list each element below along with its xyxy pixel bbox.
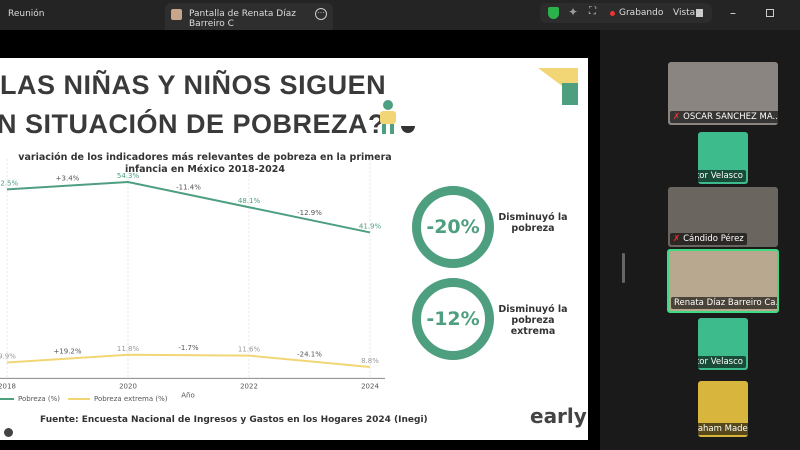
stat-poverty-value: -20% <box>426 216 480 238</box>
source-note: Fuente: Encuesta Nacional de Ingresos y … <box>40 415 428 425</box>
data-label: 48.1% <box>238 197 261 205</box>
more-options-icon[interactable]: ··· <box>315 8 327 20</box>
minimize-button[interactable]: – <box>730 6 736 20</box>
meeting-topbar: Reunión Pantalla de Renata Díaz Barreiro… <box>0 0 800 30</box>
data-label: 11.8% <box>117 345 140 353</box>
stat-extreme-label: Disminuyó la pobreza extrema <box>498 304 568 337</box>
participant-tile-active-speaker[interactable]: Renata Díaz Barreiro Ca... <box>667 249 779 313</box>
meeting-title: Reunión <box>8 9 45 19</box>
series-line-0 <box>6 180 371 234</box>
x-axis-label: Año <box>181 391 195 399</box>
data-label: 9.9% <box>0 353 16 361</box>
data-label: 11.6% <box>238 346 261 354</box>
mic-muted-icon: ✗ <box>673 112 681 122</box>
slide-title-line2: N SITUACIÓN DE POBREZA? <box>0 109 386 139</box>
sparkle-icon[interactable]: ✦ <box>568 5 579 19</box>
restore-button[interactable] <box>766 9 774 17</box>
stat-poverty-label: Disminuyó la pobreza <box>498 212 568 234</box>
chart-title: variación de los indicadores más relevan… <box>18 152 392 175</box>
data-label: 8.8% <box>361 357 379 365</box>
change-label: +19.2% <box>53 348 81 356</box>
presenter-avatar <box>171 9 182 20</box>
change-label: -11.4% <box>176 184 201 192</box>
stat-ring-poverty: -20% <box>412 186 494 268</box>
change-label: +3.4% <box>56 175 80 183</box>
x-tick-label: 2020 <box>119 382 137 390</box>
stat-extreme-value: -12% <box>426 308 480 330</box>
earlyi-logo: earlyi <box>530 404 588 428</box>
share-title: Pantalla de Renata Díaz Barreiro C <box>189 9 296 29</box>
next-slide-icon[interactable] <box>4 428 13 437</box>
view-button[interactable]: Vista <box>673 8 696 18</box>
legend-pobreza-extrema: Pobreza extrema (%) <box>68 395 167 403</box>
x-tick-label: 2022 <box>240 382 258 390</box>
presentation-slide: LAS NIÑAS Y NIÑOS SIGUEN N SITUACIÓN DE … <box>0 58 588 440</box>
panel-resize-handle[interactable] <box>622 253 625 283</box>
screen-share-tab[interactable]: Pantalla de Renata Díaz Barreiro C ··· <box>165 3 333 30</box>
data-label: 41.9% <box>359 222 382 230</box>
shield-check-icon[interactable] <box>548 7 559 19</box>
focus-icon[interactable]: ⛶ <box>589 6 596 17</box>
legend-pobreza: Pobreza (%) <box>0 395 60 403</box>
data-label: 52.5% <box>0 179 18 187</box>
corner-logo-mark-green <box>562 83 578 105</box>
change-label: -12.9% <box>297 209 322 217</box>
participant-tile[interactable]: ✗Víctor Velasco <box>698 132 748 184</box>
poverty-line-chart: 2018 2020 2022 2024 Año 52.5% 54.3% 48.1% 41.9% +… <box>0 158 385 399</box>
view-layout-icon[interactable] <box>696 9 703 17</box>
bowl-icon <box>401 126 415 133</box>
participant-tile[interactable]: ✗Víctor Velasco <box>698 318 748 370</box>
x-tick-label: 2024 <box>361 382 379 390</box>
mic-muted-icon: ✗ <box>673 234 681 244</box>
change-label: -1.7% <box>178 344 199 352</box>
series-line-1 <box>6 353 371 368</box>
child-icon <box>378 100 400 134</box>
status-pill: ✦ ⛶ Grabando Vista <box>540 3 712 23</box>
participant-tile[interactable]: ✗ OSCAR SANCHEZ MA... <box>668 62 778 125</box>
slide-title-line1: LAS NIÑAS Y NIÑOS SIGUEN <box>0 70 387 100</box>
recording-dot-icon <box>610 11 615 16</box>
change-label: -24.1% <box>297 350 322 358</box>
participant-tile[interactable]: ✗ Cándido Pérez <box>668 187 778 247</box>
data-label: 54.3% <box>117 172 140 180</box>
participant-tile[interactable]: ✗Abraham Madero <box>698 381 748 437</box>
recording-status[interactable]: Grabando <box>619 8 664 18</box>
stat-ring-extreme: -12% <box>412 278 494 360</box>
x-tick-label: 2018 <box>0 382 16 390</box>
